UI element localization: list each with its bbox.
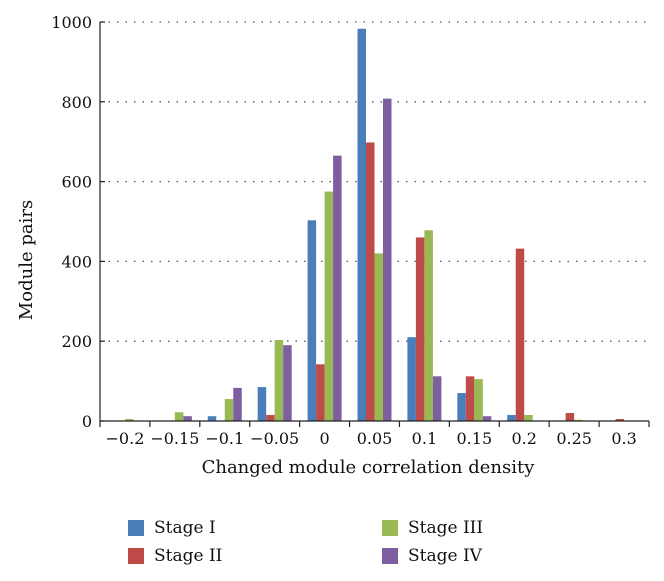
bar [274, 340, 284, 421]
legend-swatch [382, 520, 398, 536]
x-axis-label: Changed module correlation density [202, 457, 536, 478]
x-tick-label: −0.1 [205, 429, 244, 448]
legend-swatch [128, 548, 144, 564]
bar [507, 415, 516, 421]
x-tick-labels: −0.2 −0.15 −0.1 −0.05 0 0.05 0.1 0.15 0.2 0.25 0.3 [106, 429, 637, 448]
y-axis-label: Module pairs [16, 200, 37, 320]
bar [207, 416, 217, 421]
y-tick-labels: 0 200 400 600 800 1000 [51, 13, 92, 431]
legend-label: Stage I [154, 518, 216, 538]
x-tick-label: −0.15 [150, 429, 199, 448]
legend-item-stage-1: Stage I [128, 517, 216, 539]
bar [183, 416, 192, 421]
legend-label: Stage IV [408, 546, 482, 566]
bar [307, 220, 317, 421]
bars [124, 28, 625, 422]
bar [565, 413, 575, 421]
bar [474, 379, 483, 421]
x-tick-label: −0.05 [250, 429, 299, 448]
x-tick-label: 0.05 [357, 429, 393, 448]
y-tick-label: 200 [61, 332, 92, 351]
x-tick-label: −0.2 [106, 429, 145, 448]
bar [374, 253, 383, 421]
x-tick-label: 0.1 [412, 429, 437, 448]
bar [615, 419, 625, 421]
bar [424, 230, 433, 421]
bar [524, 415, 533, 421]
y-tick-label: 600 [61, 173, 92, 192]
bar [266, 415, 275, 421]
bar [407, 337, 416, 421]
bar [357, 28, 366, 422]
y-tick-label: 400 [61, 252, 92, 271]
bar [457, 393, 466, 421]
bar [174, 412, 184, 421]
legend-label: Stage III [408, 518, 484, 538]
bar [316, 364, 325, 421]
legend-swatch [128, 520, 144, 536]
bar [233, 387, 242, 421]
bar [482, 416, 492, 421]
legend-swatch [382, 548, 398, 564]
bar [257, 387, 267, 421]
y-tick-label: 800 [61, 93, 92, 112]
bar [415, 237, 425, 421]
x-tick-label: 0.25 [556, 429, 592, 448]
bar [383, 98, 392, 421]
legend-label: Stage II [154, 546, 223, 566]
bar [465, 376, 475, 421]
legend-item-stage-3: Stage III [382, 517, 483, 539]
legend-item-stage-4: Stage IV [382, 545, 482, 567]
axes [99, 21, 650, 427]
bar [324, 191, 334, 421]
bar [224, 399, 234, 421]
y-tick-label: 0 [82, 412, 92, 431]
bar [366, 142, 375, 422]
y-tick-label: 1000 [51, 13, 92, 32]
bar [283, 345, 292, 421]
bar [333, 155, 342, 422]
bar [432, 376, 442, 421]
bar-chart: 0 200 400 600 800 1000 −0.2 −0.15 −0.1 −0.05 0 0.0… [16, 13, 650, 478]
x-tick-label: 0.15 [457, 429, 493, 448]
bar [515, 248, 525, 421]
x-tick-label: 0 [319, 429, 329, 448]
x-tick-label: 0.2 [512, 429, 537, 448]
legend-item-stage-2: Stage II [128, 545, 222, 567]
bar [124, 419, 134, 421]
legend: Stage I Stage II Stage III Stage IV [128, 517, 548, 577]
x-tick-label: 0.3 [611, 429, 636, 448]
